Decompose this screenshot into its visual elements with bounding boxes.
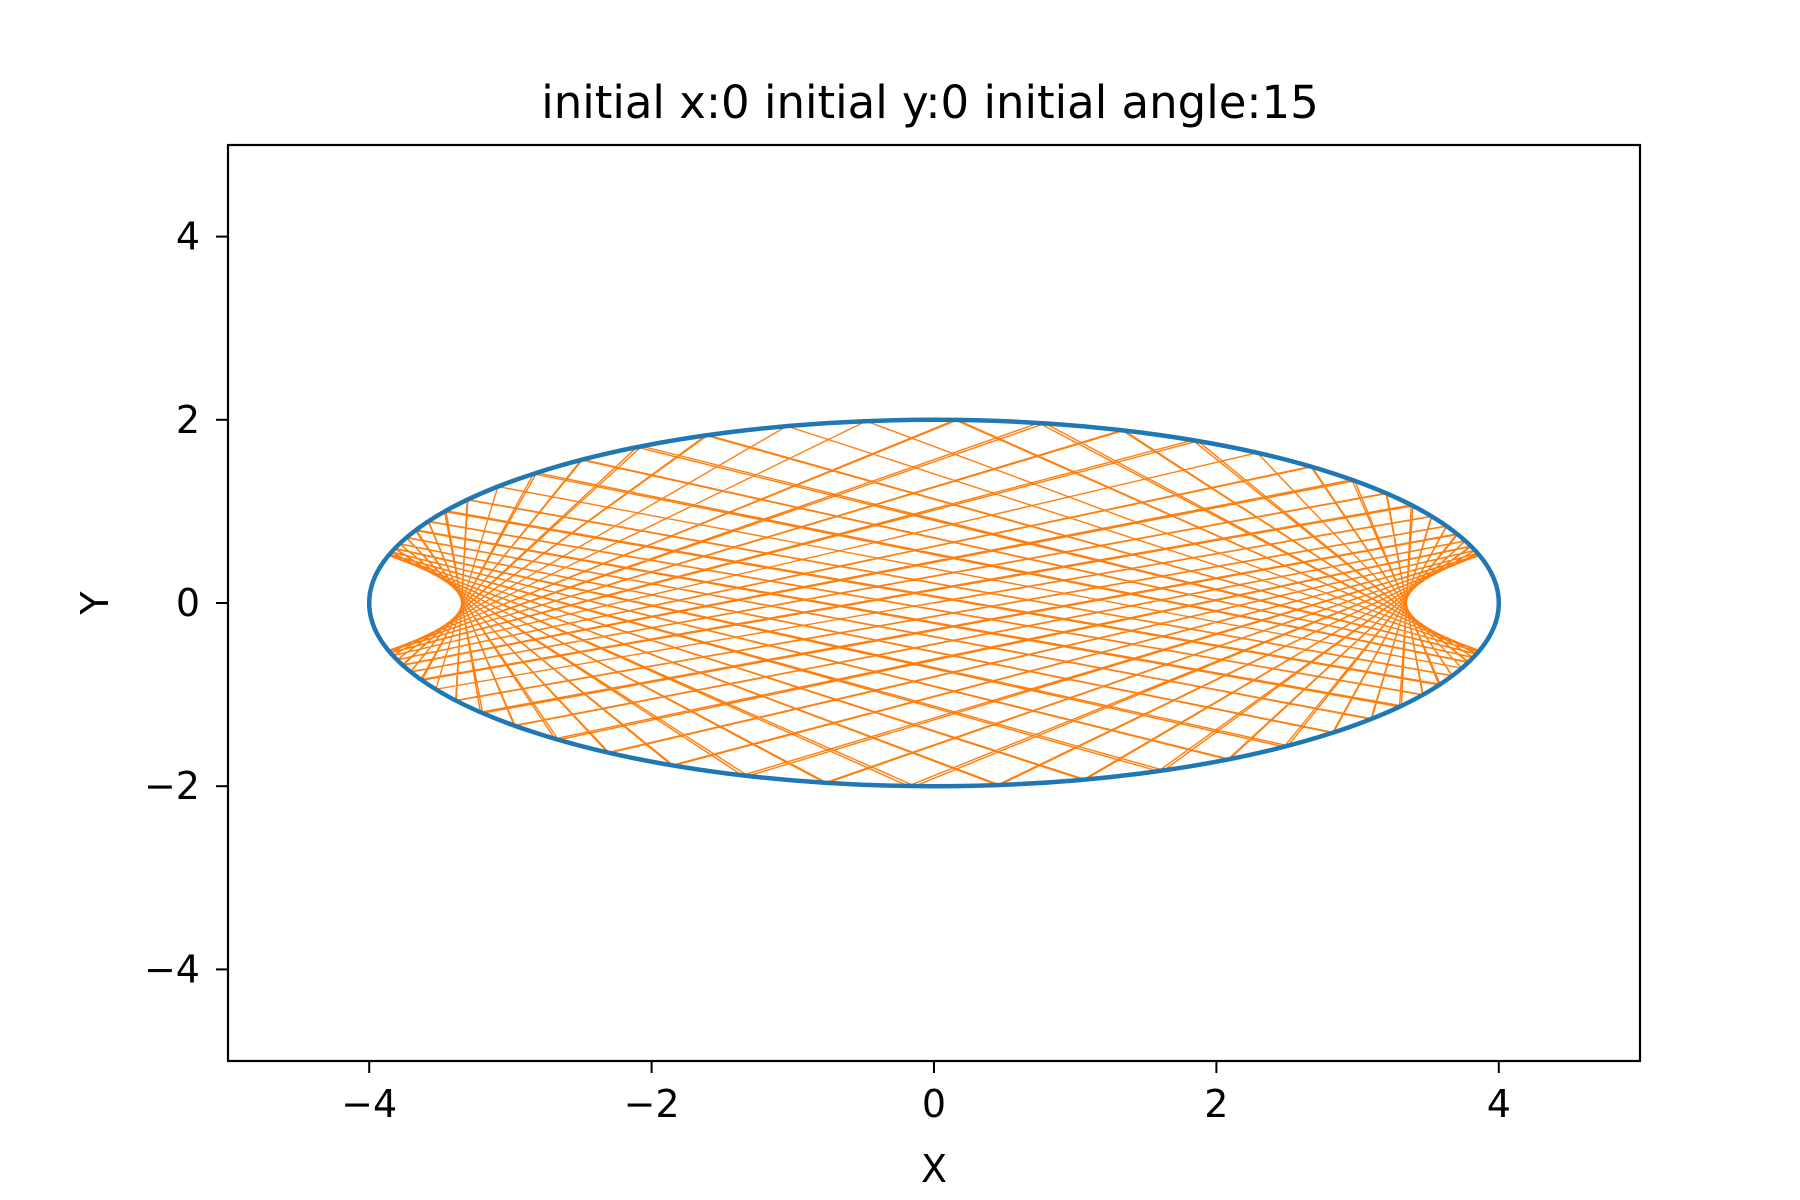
- x-tick-label: −2: [624, 1082, 680, 1126]
- y-tick-label: 4: [176, 215, 200, 259]
- x-axis-title: X: [921, 1147, 947, 1191]
- y-tick-label: −2: [144, 764, 200, 808]
- y-axis-title: Y: [73, 591, 117, 616]
- x-tick-label: 4: [1487, 1082, 1511, 1126]
- x-tick-label: 2: [1204, 1082, 1228, 1126]
- x-tick-label: −4: [341, 1082, 397, 1126]
- plot-content: [366, 417, 1502, 789]
- ellipse-boundary: [366, 417, 1502, 789]
- x-tick-label: 0: [922, 1082, 946, 1126]
- y-tick-label: 2: [176, 398, 200, 442]
- y-tick-label: 0: [176, 581, 200, 625]
- chart-title: initial x:0 initial y:0 initial angle:15: [541, 76, 1319, 129]
- x-ticks: −4 −2 0 2 4: [341, 1061, 1511, 1126]
- y-tick-label: −4: [144, 947, 200, 991]
- y-ticks: −4 −2 0 2 4: [144, 215, 228, 991]
- trajectory-series: [388, 419, 1480, 787]
